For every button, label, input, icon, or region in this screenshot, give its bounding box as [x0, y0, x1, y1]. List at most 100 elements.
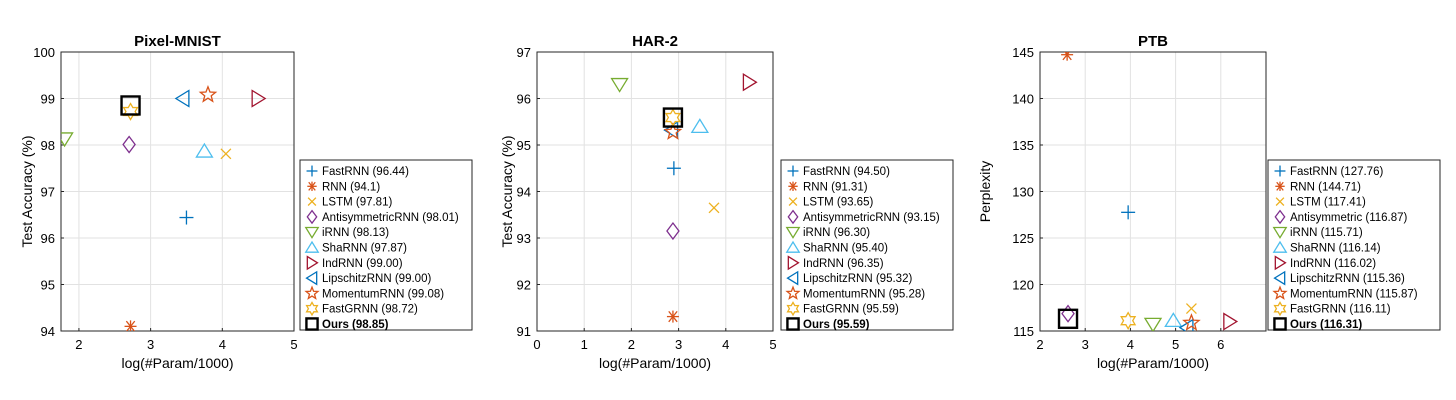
y-axis-label: Perplexity: [977, 161, 993, 222]
legend-entry-fastrnn: FastRNN (94.50): [803, 166, 890, 178]
legend-entry-lstm: LSTM (117.41): [1290, 197, 1366, 209]
legend-entry-momentumrnn: MomentumRNN (95.28): [803, 288, 925, 300]
legend-entry-rnn: RNN (94.1): [322, 181, 380, 193]
point-irnn: [61, 132, 74, 148]
point-fastrnn: [666, 161, 681, 176]
legend-entry-fastrnn: FastRNN (96.44): [322, 166, 409, 178]
ticks: 2 3 4 5 6 115 120 125 130 135 140 145: [1012, 45, 1224, 352]
point-momentumrnn: [663, 122, 683, 140]
har-2-chart: 0 1 2 3 4 5 91 92 93 94 95 96 97 HAR-2 log(#Param/10…: [499, 33, 954, 371]
legend-entry-ours: Ours (98.85): [322, 319, 389, 331]
legend-entry-irnn: iRNN (115.71): [1290, 227, 1363, 239]
legend-entry-lipschitzrnn: LipschitzRNN (99.00): [322, 273, 431, 285]
point-antisymmetricrnn: [1061, 304, 1075, 323]
legend-entry-ours: Ours (95.59): [803, 319, 870, 331]
legend-plus-icon: [1274, 165, 1286, 177]
ticks: 2 3 4 5 94 95 96 97 98 99 100: [33, 45, 297, 352]
y-tick-label: 97: [517, 45, 531, 60]
point-antisymmetricrnn: [666, 221, 680, 241]
y-tick-label: 130: [1012, 185, 1034, 200]
grid: [1039, 51, 1266, 332]
legend-asterisk-icon: [307, 181, 317, 191]
legend-triangle-left-icon: [1273, 270, 1286, 286]
point-indrnn: [1223, 312, 1239, 331]
y-tick-label: 91: [517, 324, 531, 339]
x-tick-label: 5: [1172, 337, 1179, 352]
legend-asterisk-icon: [1275, 181, 1285, 191]
legend: FastRNN (127.76) RNN (144.71) LSTM (117.41…: [1267, 159, 1441, 331]
y-tick-label: 95: [517, 138, 531, 153]
legend-entry-rnn: RNN (144.71): [1290, 181, 1361, 193]
y-tick-label: 100: [33, 45, 55, 60]
legend-entry-momentumrnn: MomentumRNN (115.87): [1290, 288, 1418, 300]
x-tick-label: 5: [290, 337, 297, 352]
chart-title: HAR-2: [632, 33, 678, 50]
x-tick-label: 2: [75, 337, 82, 352]
grid: [61, 51, 295, 332]
pixel-mnist-chart: 2 3 4 5 94 95 96 97 98 99 100 Pixel-MNIST log(#Par…: [19, 33, 473, 371]
legend-diamond-icon: [306, 209, 318, 225]
legend-pentagram-icon: [304, 285, 320, 300]
legend-triangle-right-icon: [1274, 255, 1287, 271]
y-tick-label: 95: [41, 278, 55, 293]
ptb-chart: 2 3 4 5 6 115 120 125 130 135 140 145 PTB log(#Para…: [977, 33, 1441, 371]
point-indrnn: [742, 73, 758, 92]
legend-triangle-up-icon: [1272, 240, 1288, 253]
legend-plus-icon: [787, 165, 799, 177]
legend-triangle-left-icon: [786, 270, 799, 286]
legend-entry-indrnn: IndRNN (96.35): [803, 258, 884, 270]
legend-entry-momentumrnn: MomentumRNN (99.08): [322, 288, 444, 300]
point-sharnn: [195, 142, 214, 158]
x-tick-label: 2: [1036, 337, 1043, 352]
x-tick-label: 4: [219, 337, 226, 352]
y-tick-label: 120: [1012, 278, 1034, 293]
legend-hexagram-icon: [786, 301, 800, 317]
y-tick-label: 99: [41, 92, 55, 107]
y-tick-label: 94: [517, 185, 531, 200]
point-antisymmetricrnn: [122, 135, 136, 154]
legend-entry-lstm: LSTM (97.81): [322, 197, 392, 209]
legend-triangle-up-icon: [785, 240, 801, 253]
legend-entry-antisymmetricrnn: Antisymmetric (116.87): [1290, 212, 1408, 224]
legend-pentagram-icon: [785, 285, 801, 300]
point-fastgrnn: [1120, 311, 1137, 330]
point-irnn: [610, 77, 629, 93]
x-tick-label: 3: [147, 337, 154, 352]
point-rnn: [1061, 52, 1074, 61]
legend-triangle-down-icon: [1272, 226, 1288, 239]
legend-entry-antisymmetricrnn: AntisymmetricRNN (98.01): [322, 212, 459, 224]
legend-triangle-down-icon: [785, 226, 801, 239]
legend-entry-lipschitzrnn: LipschitzRNN (95.32): [803, 273, 912, 285]
legend-entry-ours: Ours (116.31): [1290, 319, 1362, 331]
legend-hexagram-icon: [305, 301, 319, 317]
y-tick-label: 94: [41, 324, 55, 339]
legend-diamond-icon: [787, 209, 799, 225]
legend-entry-fastgrnn: FastGRNN (116.11): [1290, 304, 1391, 316]
legend-hexagram-icon: [1273, 301, 1287, 317]
markers: [61, 84, 267, 331]
point-rnn: [124, 320, 137, 331]
legend-entry-irnn: iRNN (96.30): [803, 227, 870, 239]
markers: [610, 73, 758, 323]
y-axis-label: Test Accuracy (%): [499, 135, 515, 247]
point-irnn: [1143, 317, 1163, 331]
legend-square-icon: [1273, 317, 1287, 331]
legend-entry-fastrnn: FastRNN (127.76): [1290, 166, 1383, 178]
legend-box: [1267, 159, 1441, 331]
point-fastgrnn: [122, 102, 139, 121]
legend-pentagram-icon: [1272, 285, 1288, 300]
chart-title: PTB: [1138, 33, 1168, 50]
legend-cross-icon: [788, 197, 798, 206]
legend-triangle-right-icon: [306, 255, 319, 271]
ticks: 0 1 2 3 4 5 91 92 93 94 95 96 97: [517, 45, 777, 352]
y-tick-label: 96: [517, 92, 531, 107]
x-tick-label: 3: [675, 337, 682, 352]
legend-plus-icon: [306, 165, 318, 177]
legend-entry-antisymmetricrnn: AntisymmetricRNN (93.15): [803, 212, 940, 224]
legend-entry-sharnn: ShaRNN (97.87): [322, 243, 407, 255]
legend-entry-indrnn: IndRNN (99.00): [322, 258, 403, 270]
chart-title: Pixel-MNIST: [134, 33, 221, 50]
point-lstm: [708, 202, 720, 214]
x-axis-label: log(#Param/1000): [121, 355, 233, 371]
